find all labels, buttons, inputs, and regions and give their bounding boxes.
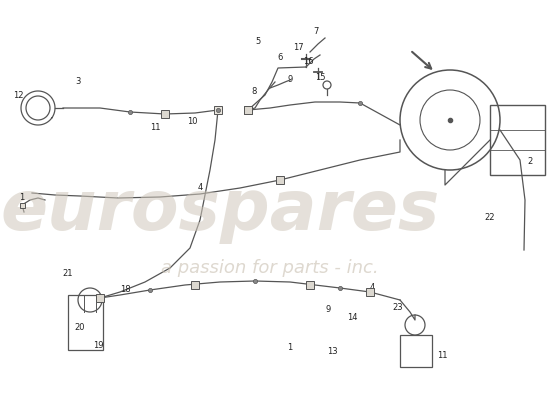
Text: 11: 11 — [150, 124, 160, 132]
Text: 4: 4 — [197, 182, 202, 192]
Text: 5: 5 — [255, 38, 261, 46]
FancyBboxPatch shape — [161, 110, 169, 118]
Text: 12: 12 — [13, 90, 23, 100]
FancyBboxPatch shape — [244, 106, 252, 114]
Text: eurospares: eurospares — [1, 176, 439, 244]
FancyBboxPatch shape — [96, 294, 104, 302]
Text: a passion for parts - inc.: a passion for parts - inc. — [161, 259, 379, 277]
FancyBboxPatch shape — [214, 106, 222, 114]
Text: 10: 10 — [187, 118, 197, 126]
FancyBboxPatch shape — [244, 106, 252, 114]
Text: 1: 1 — [19, 194, 25, 202]
Text: 16: 16 — [302, 58, 313, 66]
Text: 2: 2 — [527, 158, 532, 166]
FancyBboxPatch shape — [306, 281, 314, 289]
Text: 17: 17 — [293, 42, 303, 52]
Text: 6: 6 — [277, 54, 283, 62]
Text: 9: 9 — [326, 306, 331, 314]
FancyBboxPatch shape — [20, 203, 25, 208]
Text: 3: 3 — [75, 78, 81, 86]
Text: 13: 13 — [327, 348, 337, 356]
Text: 1: 1 — [287, 344, 293, 352]
FancyBboxPatch shape — [366, 288, 374, 296]
FancyBboxPatch shape — [191, 281, 199, 289]
Text: 4: 4 — [370, 282, 375, 292]
Text: 11: 11 — [437, 350, 447, 360]
Text: 23: 23 — [393, 304, 403, 312]
Text: 7: 7 — [314, 28, 318, 36]
Text: 19: 19 — [93, 340, 103, 350]
Text: 20: 20 — [75, 324, 85, 332]
Text: 9: 9 — [287, 76, 293, 84]
Text: 15: 15 — [315, 72, 325, 82]
Text: 8: 8 — [251, 88, 257, 96]
Text: 21: 21 — [63, 268, 73, 278]
Text: 18: 18 — [120, 286, 130, 294]
Text: 14: 14 — [346, 314, 358, 322]
Text: 22: 22 — [485, 214, 495, 222]
FancyBboxPatch shape — [276, 176, 284, 184]
